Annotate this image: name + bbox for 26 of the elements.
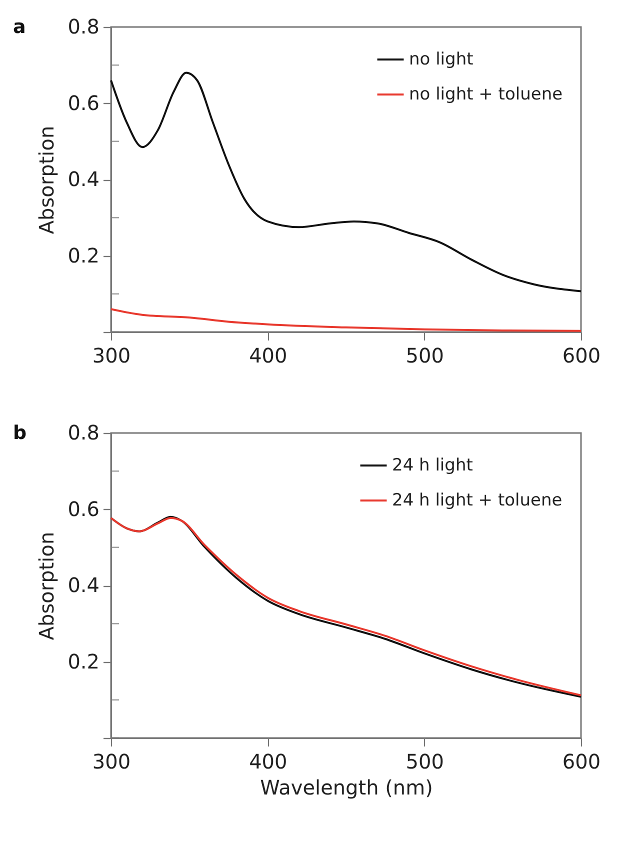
x-tick-label: 300 — [92, 750, 131, 774]
legend-label: no light — [409, 50, 474, 70]
x-axis-title: Wavelength (nm) — [260, 776, 433, 800]
legend-label: 24 h light — [392, 456, 474, 476]
y-tick-label: 0.8 — [68, 420, 100, 444]
chart-title: a — [13, 16, 26, 38]
x-tick-label: 300 — [92, 344, 131, 368]
x-tick-label: 400 — [249, 344, 288, 368]
x-tick-label: 400 — [249, 750, 288, 774]
legend-label: no light + toluene — [409, 84, 563, 104]
x-tick-label: 500 — [406, 750, 444, 774]
y-tick-label: 0.6 — [68, 90, 100, 115]
y-axis-title: Absorption — [34, 126, 59, 234]
y-tick-label: 0.2 — [68, 649, 100, 674]
y-tick-label: 0.2 — [68, 243, 100, 268]
y-tick-label: 0.6 — [68, 496, 100, 521]
line-series — [110, 72, 582, 292]
y-tick-label: 0.8 — [68, 14, 100, 38]
y-tick-label: 0.4 — [68, 573, 100, 597]
x-tick-label: 600 — [562, 750, 601, 774]
x-tick-label: 500 — [406, 344, 444, 368]
y-tick-label: 0.4 — [68, 167, 100, 191]
y-axis-title: Absorption — [34, 532, 59, 640]
chart-title: b — [13, 422, 27, 444]
legend-label: 24 h light + toluene — [392, 490, 562, 510]
x-tick-label: 600 — [562, 344, 601, 368]
